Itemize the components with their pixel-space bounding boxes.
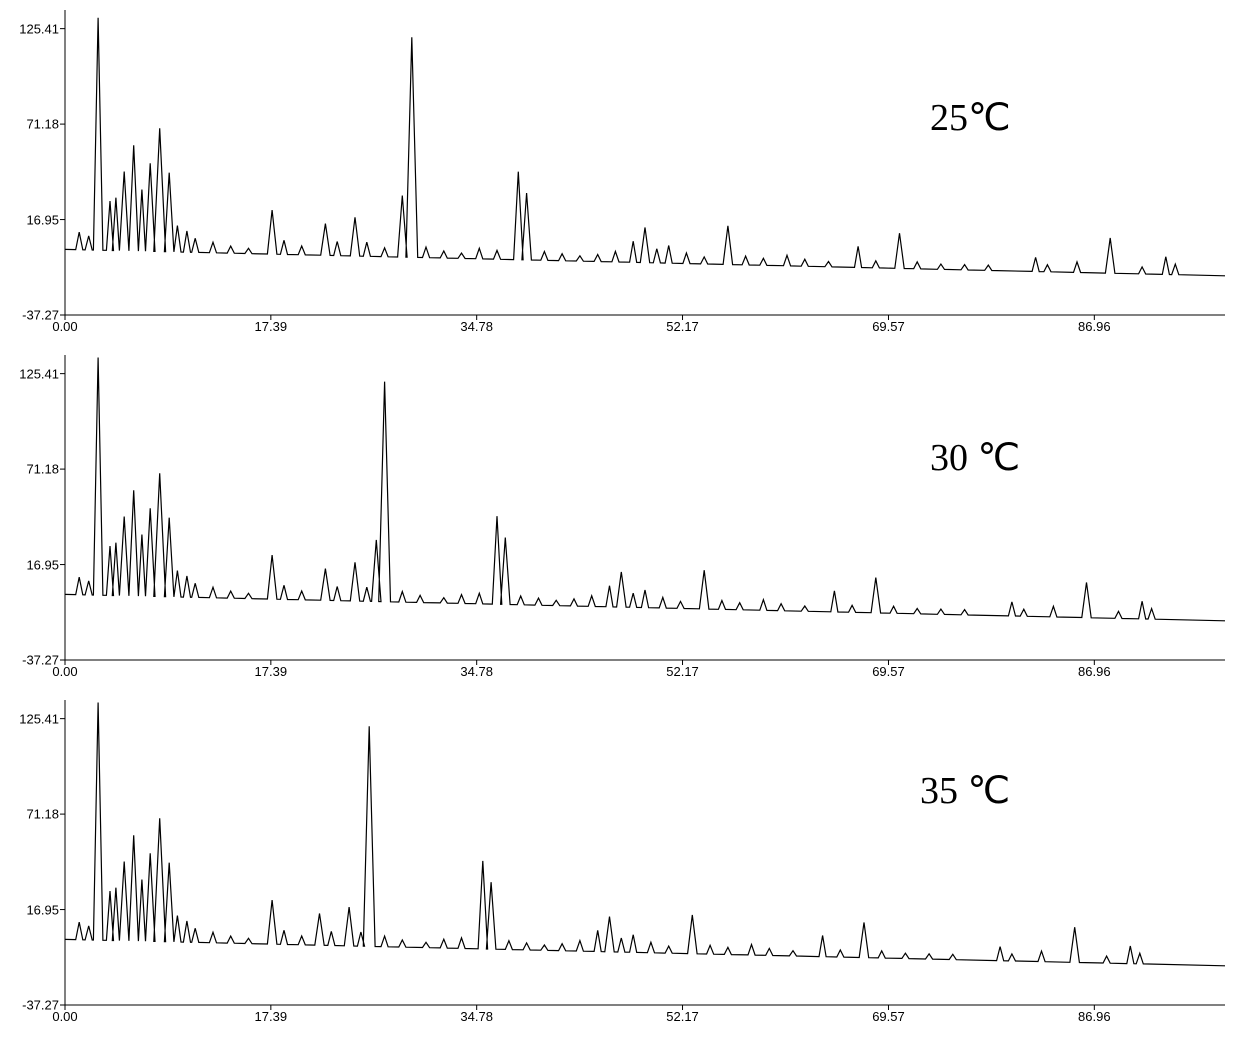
chromatogram-trace [65,10,1225,315]
plot-area: -37.2716.9571.18125.410.0017.3934.7852.1… [65,700,1225,1005]
y-tick-label: 71.18 [26,807,65,822]
temperature-label: 25℃ [930,95,1011,140]
chart-panel-p25: -37.2716.9571.18125.410.0017.3934.7852.1… [0,0,1240,340]
chromatogram-trace [65,700,1225,1005]
y-tick-label: 125.41 [19,366,65,381]
y-tick-label: 125.41 [19,711,65,726]
plot-area: -37.2716.9571.18125.410.0017.3934.7852.1… [65,355,1225,660]
temperature-label: 35 ℃ [920,768,1010,813]
y-tick-label: 16.95 [26,212,65,227]
y-tick-label: 71.18 [26,462,65,477]
chart-panel-p35: -37.2716.9571.18125.410.0017.3934.7852.1… [0,690,1240,1035]
y-tick-label: 16.95 [26,557,65,572]
plot-area: -37.2716.9571.18125.410.0017.3934.7852.1… [65,10,1225,315]
chromatogram-trace [65,355,1225,660]
chart-panel-p30: -37.2716.9571.18125.410.0017.3934.7852.1… [0,345,1240,690]
y-tick-label: 71.18 [26,117,65,132]
y-tick-label: 125.41 [19,21,65,36]
temperature-label: 30 ℃ [930,435,1020,480]
y-tick-label: 16.95 [26,902,65,917]
